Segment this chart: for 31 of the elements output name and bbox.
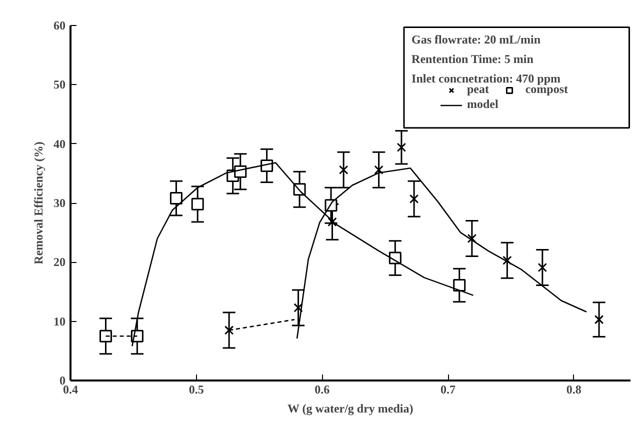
- point: [170, 192, 182, 205]
- y-axis-title: Removal Efficiency (%): [32, 142, 46, 264]
- y-tick-label: 60: [54, 18, 66, 32]
- point: [224, 326, 234, 335]
- point: [467, 234, 477, 244]
- y-tick-label: 40: [54, 136, 66, 151]
- point: [338, 165, 348, 175]
- y-tick-label: 50: [54, 78, 66, 92]
- x-tick-label: 0.8: [566, 382, 582, 396]
- x-tick-label: 0.6: [314, 382, 330, 396]
- legend-label: model: [467, 97, 498, 112]
- point: [191, 198, 204, 210]
- y-tick-label: 20: [54, 255, 66, 270]
- point: [328, 217, 337, 227]
- x-tick-label: 0.7: [440, 382, 456, 396]
- point: [99, 330, 112, 342]
- x-axis-title: W (g water/g dry media): [288, 402, 414, 416]
- y-tick-label: 10: [54, 314, 66, 328]
- point: [409, 194, 419, 204]
- point: [594, 314, 604, 324]
- legend-label: peat: [467, 82, 489, 97]
- point: [502, 256, 512, 266]
- point: [396, 142, 406, 152]
- annotation: Rentention Time: 5 min: [412, 52, 534, 66]
- point: [374, 165, 384, 175]
- point: [453, 278, 466, 292]
- y-tick-label: 30: [54, 196, 66, 210]
- annotation: Gas flowrate: 20 mL/min: [412, 32, 541, 47]
- x-tick-label: 0.5: [188, 382, 204, 396]
- point: [538, 262, 548, 272]
- point: [294, 303, 303, 312]
